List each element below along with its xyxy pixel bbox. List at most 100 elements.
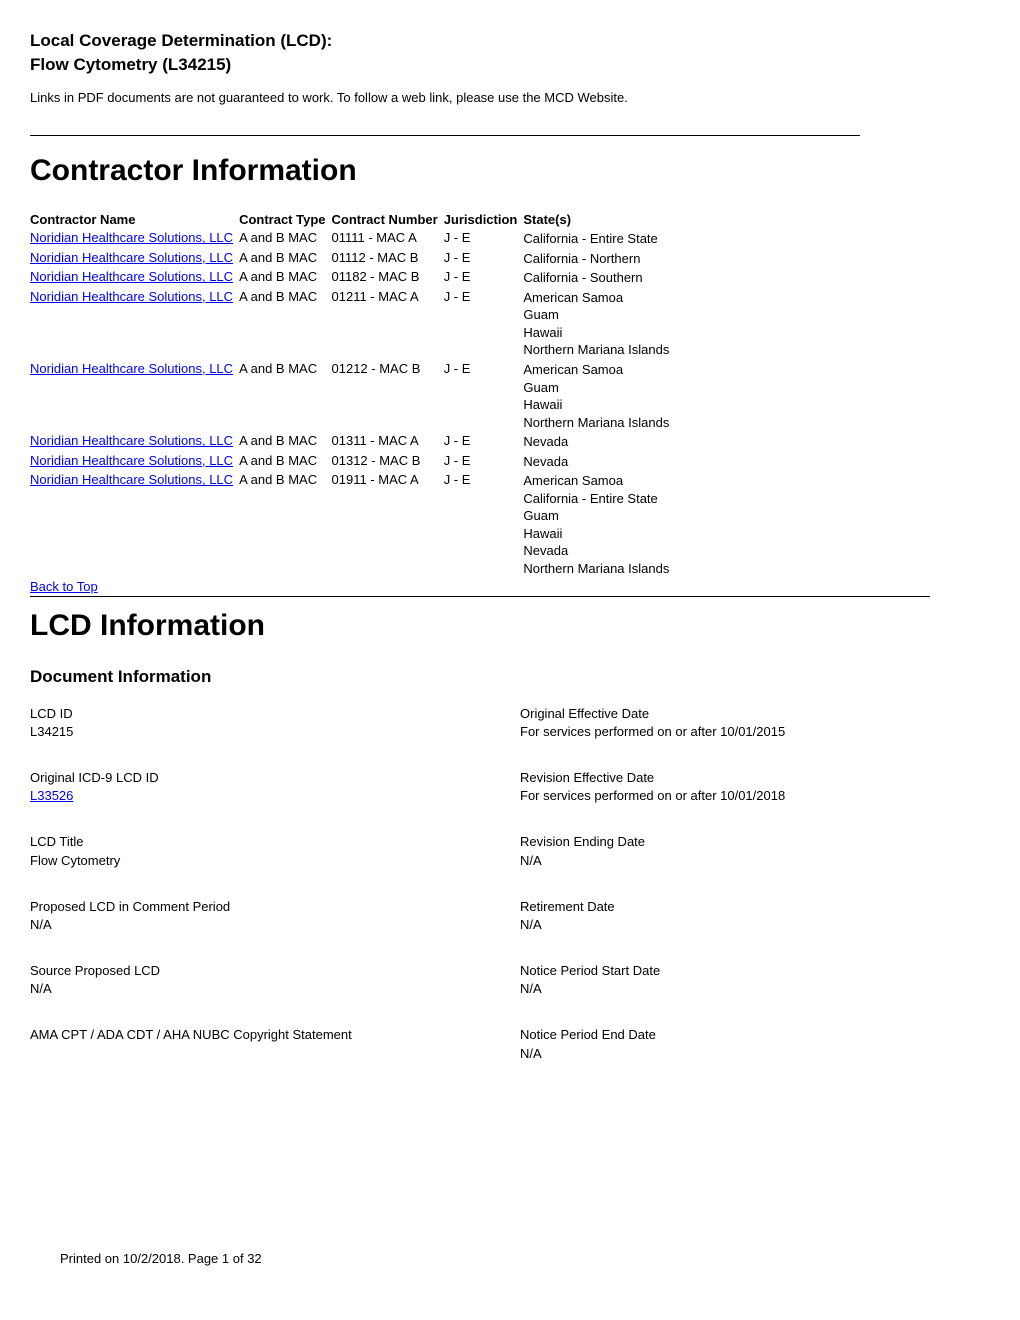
doc-info-block: Notice Period Start DateN/A bbox=[520, 962, 990, 998]
cell-contract-number: 01212 - MAC B bbox=[332, 360, 444, 432]
doc-info-value: N/A bbox=[520, 980, 990, 998]
divider bbox=[30, 596, 930, 597]
contractor-name-link[interactable]: Noridian Healthcare Solutions, LLC bbox=[30, 250, 233, 265]
doc-info-block: Proposed LCD in Comment PeriodN/A bbox=[30, 898, 500, 934]
doc-info-label: Source Proposed LCD bbox=[30, 962, 500, 980]
back-to-top-link[interactable]: Back to Top bbox=[30, 579, 98, 594]
doc-info-value: N/A bbox=[520, 916, 990, 934]
doc-info-block: LCD IDL34215 bbox=[30, 705, 500, 741]
cell-contractor-name: Noridian Healthcare Solutions, LLC bbox=[30, 229, 239, 249]
contractor-name-link[interactable]: Noridian Healthcare Solutions, LLC bbox=[30, 361, 233, 376]
doc-info-block: Notice Period End DateN/A bbox=[520, 1026, 990, 1062]
intro-text: Links in PDF documents are not guarantee… bbox=[30, 90, 990, 105]
cell-contract-number: 01911 - MAC A bbox=[332, 471, 444, 578]
cell-jurisdiction: J - E bbox=[444, 360, 524, 432]
col-contract-type: Contract Type bbox=[239, 212, 331, 229]
doc-info-label: Revision Effective Date bbox=[520, 769, 990, 787]
doc-info-value: N/A bbox=[520, 852, 990, 870]
document-info-left-col: LCD IDL34215Original ICD-9 LCD IDL33526L… bbox=[30, 705, 500, 1091]
cell-states: California - Northern bbox=[523, 249, 675, 269]
table-row: Noridian Healthcare Solutions, LLC A and … bbox=[30, 432, 675, 452]
doc-info-label: LCD Title bbox=[30, 833, 500, 851]
doc-info-label: Notice Period End Date bbox=[520, 1026, 990, 1044]
page-footer: Printed on 10/2/2018. Page 1 of 32 bbox=[60, 1251, 262, 1266]
doc-info-label: Notice Period Start Date bbox=[520, 962, 990, 980]
cell-jurisdiction: J - E bbox=[444, 229, 524, 249]
contractor-info-heading: Contractor Information bbox=[30, 154, 990, 188]
cell-contract-type: A and B MAC bbox=[239, 452, 331, 472]
doc-info-label: LCD ID bbox=[30, 705, 500, 723]
page-title-line2: Flow Cytometry (L34215) bbox=[30, 54, 990, 76]
table-row: Noridian Healthcare Solutions, LLC A and … bbox=[30, 360, 675, 432]
cell-contractor-name: Noridian Healthcare Solutions, LLC bbox=[30, 432, 239, 452]
doc-info-value: Flow Cytometry bbox=[30, 852, 500, 870]
doc-info-label: AMA CPT / ADA CDT / AHA NUBC Copyright S… bbox=[30, 1026, 500, 1044]
contractor-name-link[interactable]: Noridian Healthcare Solutions, LLC bbox=[30, 269, 233, 284]
cell-contract-number: 01312 - MAC B bbox=[332, 452, 444, 472]
document-info-columns: LCD IDL34215Original ICD-9 LCD IDL33526L… bbox=[30, 705, 990, 1091]
doc-info-label: Proposed LCD in Comment Period bbox=[30, 898, 500, 916]
cell-jurisdiction: J - E bbox=[444, 249, 524, 269]
col-contract-number: Contract Number bbox=[332, 212, 444, 229]
contractor-name-link[interactable]: Noridian Healthcare Solutions, LLC bbox=[30, 453, 233, 468]
cell-contractor-name: Noridian Healthcare Solutions, LLC bbox=[30, 249, 239, 269]
table-row: Noridian Healthcare Solutions, LLC A and … bbox=[30, 452, 675, 472]
cell-states: American SamoaCalifornia - Entire StateG… bbox=[523, 471, 675, 578]
cell-jurisdiction: J - E bbox=[444, 288, 524, 360]
doc-info-block: Source Proposed LCDN/A bbox=[30, 962, 500, 998]
cell-contract-type: A and B MAC bbox=[239, 249, 331, 269]
contractor-name-link[interactable]: Noridian Healthcare Solutions, LLC bbox=[30, 230, 233, 245]
col-contractor-name: Contractor Name bbox=[30, 212, 239, 229]
divider bbox=[30, 135, 860, 136]
cell-contract-number: 01111 - MAC A bbox=[332, 229, 444, 249]
cell-contractor-name: Noridian Healthcare Solutions, LLC bbox=[30, 268, 239, 288]
cell-jurisdiction: J - E bbox=[444, 452, 524, 472]
table-header-row: Contractor Name Contract Type Contract N… bbox=[30, 212, 675, 229]
cell-contract-type: A and B MAC bbox=[239, 288, 331, 360]
page-title-line1: Local Coverage Determination (LCD): bbox=[30, 30, 990, 52]
lcd-info-heading: LCD Information bbox=[30, 609, 990, 643]
doc-info-block: Revision Effective DateFor services perf… bbox=[520, 769, 990, 805]
table-row: Noridian Healthcare Solutions, LLC A and … bbox=[30, 249, 675, 269]
cell-states: American SamoaGuamHawaiiNorthern Mariana… bbox=[523, 360, 675, 432]
doc-info-value-link[interactable]: L33526 bbox=[30, 788, 73, 803]
doc-info-value: N/A bbox=[30, 980, 500, 998]
cell-contractor-name: Noridian Healthcare Solutions, LLC bbox=[30, 288, 239, 360]
cell-contract-type: A and B MAC bbox=[239, 229, 331, 249]
document-info-right-col: Original Effective DateFor services perf… bbox=[520, 705, 990, 1091]
cell-jurisdiction: J - E bbox=[444, 471, 524, 578]
table-row: Noridian Healthcare Solutions, LLC A and … bbox=[30, 229, 675, 249]
cell-states: American SamoaGuamHawaiiNorthern Mariana… bbox=[523, 288, 675, 360]
doc-info-value: N/A bbox=[30, 916, 500, 934]
doc-info-block: LCD TitleFlow Cytometry bbox=[30, 833, 500, 869]
doc-info-value: For services performed on or after 10/01… bbox=[520, 787, 990, 805]
cell-contract-type: A and B MAC bbox=[239, 471, 331, 578]
doc-info-block: Retirement DateN/A bbox=[520, 898, 990, 934]
contractor-table: Contractor Name Contract Type Contract N… bbox=[30, 212, 675, 578]
table-row: Noridian Healthcare Solutions, LLC A and … bbox=[30, 268, 675, 288]
cell-contract-type: A and B MAC bbox=[239, 268, 331, 288]
cell-contract-type: A and B MAC bbox=[239, 432, 331, 452]
doc-info-label: Original ICD-9 LCD ID bbox=[30, 769, 500, 787]
contractor-name-link[interactable]: Noridian Healthcare Solutions, LLC bbox=[30, 472, 233, 487]
cell-contract-type: A and B MAC bbox=[239, 360, 331, 432]
doc-info-block: Original Effective DateFor services perf… bbox=[520, 705, 990, 741]
doc-info-value: For services performed on or after 10/01… bbox=[520, 723, 990, 741]
cell-contractor-name: Noridian Healthcare Solutions, LLC bbox=[30, 452, 239, 472]
table-row: Noridian Healthcare Solutions, LLC A and … bbox=[30, 471, 675, 578]
cell-states: Nevada bbox=[523, 452, 675, 472]
doc-info-block: Revision Ending DateN/A bbox=[520, 833, 990, 869]
cell-contract-number: 01112 - MAC B bbox=[332, 249, 444, 269]
doc-info-block: AMA CPT / ADA CDT / AHA NUBC Copyright S… bbox=[30, 1026, 500, 1044]
cell-states: Nevada bbox=[523, 432, 675, 452]
contractor-name-link[interactable]: Noridian Healthcare Solutions, LLC bbox=[30, 289, 233, 304]
doc-info-block: Original ICD-9 LCD IDL33526 bbox=[30, 769, 500, 805]
doc-info-label: Revision Ending Date bbox=[520, 833, 990, 851]
cell-contract-number: 01311 - MAC A bbox=[332, 432, 444, 452]
cell-jurisdiction: J - E bbox=[444, 432, 524, 452]
document-info-heading: Document Information bbox=[30, 667, 990, 687]
cell-contract-number: 01211 - MAC A bbox=[332, 288, 444, 360]
doc-info-value: N/A bbox=[520, 1045, 990, 1063]
cell-contractor-name: Noridian Healthcare Solutions, LLC bbox=[30, 471, 239, 578]
contractor-name-link[interactable]: Noridian Healthcare Solutions, LLC bbox=[30, 433, 233, 448]
